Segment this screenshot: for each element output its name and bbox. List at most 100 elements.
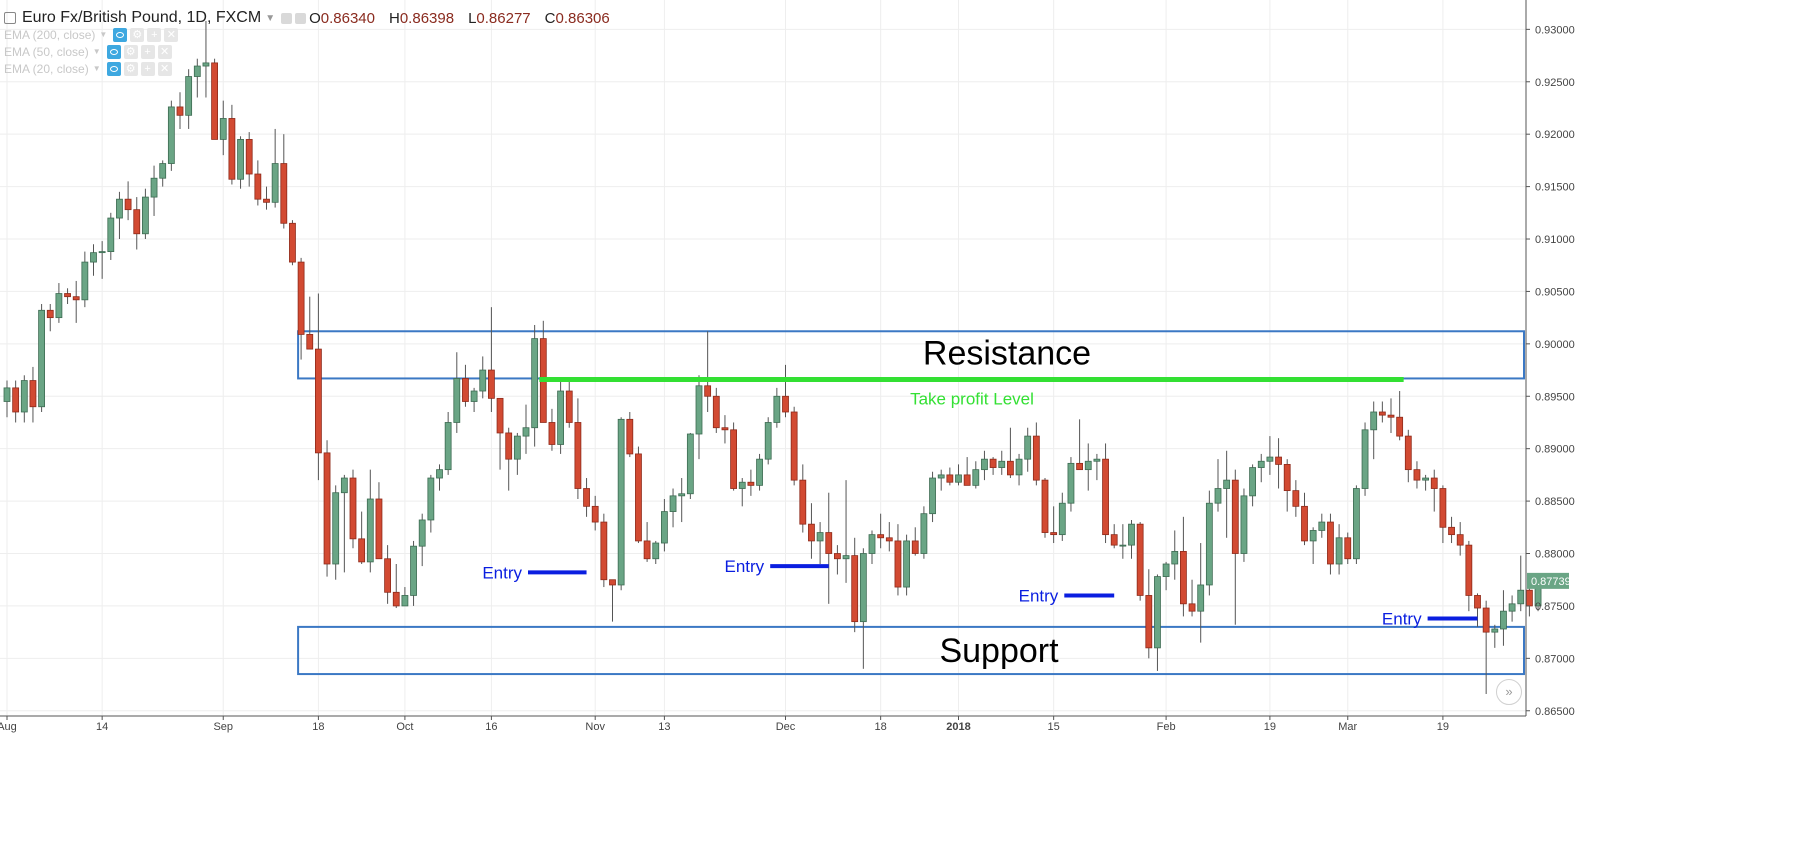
candle-body bbox=[920, 513, 928, 554]
candle-body bbox=[1318, 521, 1326, 531]
candle-body bbox=[989, 458, 997, 468]
candle-body bbox=[773, 395, 781, 423]
time-tick-label: 19 bbox=[1264, 721, 1276, 733]
indicator-label[interactable]: EMA (50, close) bbox=[4, 44, 89, 59]
candle-body bbox=[159, 163, 167, 179]
chevron-down-icon[interactable]: ▼ bbox=[99, 30, 108, 39]
indicator-ema-50[interactable]: EMA (50, close) ▼ ⚙ + ✕ bbox=[4, 43, 175, 60]
candle-body bbox=[1007, 460, 1014, 476]
candle-body bbox=[1058, 502, 1066, 536]
candle-body bbox=[1041, 479, 1049, 533]
price-tick-label: 0.88500 bbox=[1535, 496, 1575, 508]
candle-body bbox=[254, 173, 262, 200]
price-tick-label: 0.87000 bbox=[1535, 653, 1575, 665]
candle-body bbox=[1102, 458, 1109, 536]
indicator-ema-200[interactable]: EMA (200, close) ▼ ⚙ + ✕ bbox=[4, 26, 181, 43]
eye-icon[interactable] bbox=[106, 61, 121, 76]
hide-icon[interactable] bbox=[295, 12, 307, 24]
candle-body bbox=[72, 296, 80, 301]
candle-body bbox=[1500, 610, 1507, 630]
chevron-down-icon[interactable]: ▼ bbox=[92, 64, 101, 73]
time-tick-label: 13 bbox=[658, 721, 670, 733]
settings-icon[interactable] bbox=[281, 12, 293, 24]
price-tick-label: 0.90000 bbox=[1535, 339, 1575, 351]
time-tick-label: Dec bbox=[776, 721, 796, 733]
indicator-ema-20[interactable]: EMA (20, close) ▼ ⚙ + ✕ bbox=[4, 60, 175, 77]
candle-body bbox=[505, 432, 513, 460]
candle-body bbox=[176, 106, 184, 116]
candle-body bbox=[245, 139, 253, 175]
entry-label: Entry bbox=[1382, 610, 1422, 629]
indicator-label[interactable]: EMA (20, close) bbox=[4, 61, 89, 76]
candle-body bbox=[375, 498, 383, 560]
candle-body bbox=[903, 540, 910, 588]
candle-body bbox=[782, 395, 789, 413]
symbol-title[interactable]: Euro Fx/British Pound, 1D, FXCM bbox=[22, 9, 262, 26]
candle-body bbox=[1024, 435, 1032, 460]
eye-icon[interactable] bbox=[113, 27, 128, 42]
candle-body bbox=[998, 460, 1006, 468]
candle-body bbox=[38, 309, 45, 408]
candle-body bbox=[808, 523, 815, 542]
candle-body bbox=[1465, 544, 1473, 596]
candle-body bbox=[1110, 534, 1118, 546]
candle-body bbox=[1093, 458, 1101, 462]
candle-body bbox=[1050, 532, 1058, 536]
resistance-label: Resistance bbox=[923, 334, 1091, 372]
candle-body bbox=[565, 390, 573, 423]
candle-body bbox=[29, 380, 37, 408]
candle-body bbox=[141, 196, 149, 235]
candle-body bbox=[150, 177, 158, 198]
price-tick-label: 0.88000 bbox=[1535, 549, 1575, 561]
entry-label: Entry bbox=[725, 557, 765, 576]
time-tick-label: 15 bbox=[1048, 721, 1060, 733]
candle-body bbox=[436, 469, 443, 479]
candle-body bbox=[1136, 523, 1144, 596]
chevron-down-icon[interactable]: ▼ bbox=[92, 47, 101, 56]
candle-body bbox=[167, 106, 175, 164]
time-tick-label: Sep bbox=[213, 721, 233, 733]
candle-body bbox=[635, 453, 642, 542]
ohlc-high: H0.86398 bbox=[389, 9, 455, 27]
ohlc-open: O0.86340 bbox=[309, 9, 375, 27]
candle-body bbox=[885, 537, 893, 542]
add-icon[interactable]: + bbox=[140, 61, 155, 76]
indicator-label[interactable]: EMA (200, close) bbox=[4, 27, 96, 42]
close-icon[interactable]: ✕ bbox=[164, 27, 179, 42]
close-icon[interactable]: ✕ bbox=[157, 61, 172, 76]
candle-body bbox=[219, 118, 227, 140]
candle-body bbox=[548, 422, 556, 445]
candle-body bbox=[1491, 628, 1499, 633]
candle-body bbox=[825, 532, 833, 554]
candle-body bbox=[1430, 477, 1438, 489]
add-icon[interactable]: + bbox=[147, 27, 162, 42]
eye-icon[interactable] bbox=[106, 44, 121, 59]
close-icon[interactable]: ✕ bbox=[157, 44, 172, 59]
settings-icon[interactable]: ⚙ bbox=[123, 61, 138, 76]
candle-body bbox=[678, 493, 686, 497]
candle-body bbox=[462, 378, 469, 402]
chevron-down-icon[interactable]: ▼ bbox=[265, 12, 276, 24]
candle-body bbox=[20, 380, 28, 413]
candle-body bbox=[1309, 530, 1317, 542]
settings-icon[interactable]: ⚙ bbox=[123, 44, 138, 59]
candle-body bbox=[55, 293, 63, 319]
settings-icon[interactable]: ⚙ bbox=[130, 27, 145, 42]
scroll-to-latest-button[interactable]: » bbox=[1496, 679, 1522, 705]
candle-body bbox=[116, 198, 123, 219]
add-icon[interactable]: + bbox=[140, 44, 155, 59]
candle-body bbox=[1344, 537, 1352, 560]
candle-body bbox=[444, 422, 452, 471]
collapse-icon[interactable] bbox=[4, 12, 16, 24]
candle-body bbox=[1361, 429, 1369, 489]
price-tick-label: 0.93000 bbox=[1535, 24, 1575, 36]
candle-body bbox=[937, 474, 945, 479]
candle-body bbox=[669, 495, 677, 512]
candle-body bbox=[1370, 411, 1378, 431]
candle-body bbox=[1283, 464, 1291, 492]
candle-body bbox=[721, 427, 729, 431]
support-label: Support bbox=[939, 632, 1059, 670]
candle-body bbox=[366, 498, 374, 563]
candle-body bbox=[1119, 544, 1127, 547]
